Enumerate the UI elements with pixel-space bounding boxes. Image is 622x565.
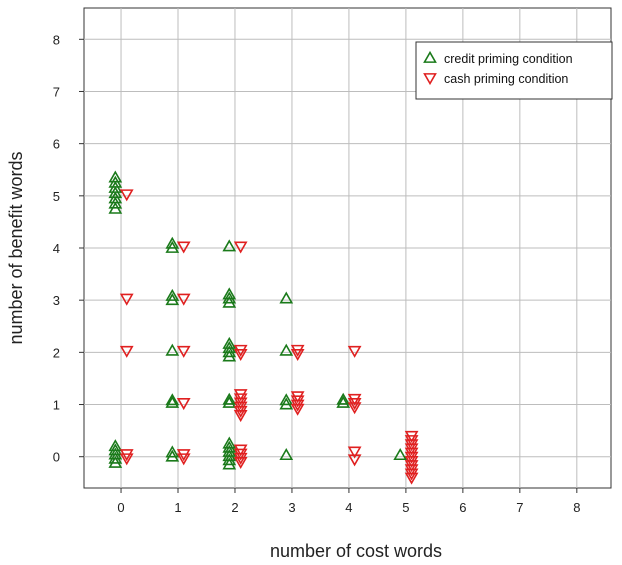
cash-point-19 xyxy=(233,393,248,406)
cash-point-45 xyxy=(404,435,419,448)
cash-point-21 xyxy=(233,348,248,362)
credit-point-14 xyxy=(165,395,180,408)
cash-point-1 xyxy=(119,449,134,462)
data-markers xyxy=(108,170,419,485)
x-tick-label-3: 3 xyxy=(288,500,295,515)
cash-point-6 xyxy=(176,449,191,462)
y-tick-label-1: 1 xyxy=(53,398,60,413)
cash-point-4 xyxy=(119,189,134,202)
cash-point-35 xyxy=(347,345,362,358)
y-tick-label-4: 4 xyxy=(53,241,60,256)
credit-point-40 xyxy=(279,343,294,356)
cash-point-9 xyxy=(176,293,191,306)
credit-point-39 xyxy=(279,393,294,406)
cash-point-2 xyxy=(119,345,134,358)
y-tick-label-2: 2 xyxy=(53,345,60,360)
x-tick-label-0: 0 xyxy=(117,500,124,515)
x-tick-label-2: 2 xyxy=(231,500,238,515)
cash-point-28 xyxy=(290,348,305,362)
y-tick-label-6: 6 xyxy=(53,137,60,152)
cash-point-26 xyxy=(290,395,305,408)
x-tick-label-5: 5 xyxy=(402,500,409,515)
credit-point-27 xyxy=(222,395,237,408)
cash-point-20 xyxy=(233,389,248,402)
legend-box xyxy=(415,41,613,100)
y-axis-label: number of benefit words xyxy=(6,151,26,344)
legend: credit priming condition cash priming co… xyxy=(415,41,613,100)
credit-point-32 xyxy=(222,336,237,349)
legend-label-credit: credit priming condition xyxy=(444,52,573,66)
x-axis-ticks: 0 1 2 3 4 5 6 7 8 xyxy=(117,488,580,515)
cash-point-0 xyxy=(119,453,134,466)
cash-point-27 xyxy=(290,391,305,404)
legend-label-cash: cash priming condition xyxy=(444,72,568,86)
x-tick-label-6: 6 xyxy=(459,500,466,515)
y-tick-label-8: 8 xyxy=(53,32,60,47)
cash-point-34 xyxy=(347,393,362,406)
credit-point-37 xyxy=(279,448,294,461)
cash-point-31 xyxy=(347,446,362,459)
cash-point-10 xyxy=(176,241,191,254)
cash-point-8 xyxy=(176,345,191,358)
x-tick-label-1: 1 xyxy=(174,500,181,515)
credit-point-15 xyxy=(165,393,180,406)
cash-point-14 xyxy=(233,444,248,457)
cash-point-23 xyxy=(233,241,248,254)
x-axis-label: number of cost words xyxy=(270,541,442,561)
y-tick-label-7: 7 xyxy=(53,84,60,99)
credit-point-4 xyxy=(108,439,123,452)
y-axis-ticks: 0 1 2 3 4 5 6 7 8 xyxy=(53,32,84,465)
credit-point-18 xyxy=(165,288,180,301)
credit-point-35 xyxy=(222,287,237,300)
credit-point-16 xyxy=(165,343,180,356)
credit-point-20 xyxy=(165,236,180,249)
credit-point-44 xyxy=(393,448,408,461)
x-tick-label-4: 4 xyxy=(345,500,352,515)
cash-point-30 xyxy=(347,454,362,467)
credit-point-43 xyxy=(336,392,351,405)
legend-marker-cash xyxy=(423,73,437,86)
x-tick-label-7: 7 xyxy=(516,500,523,515)
cash-point-3 xyxy=(119,293,134,306)
cash-point-7 xyxy=(176,398,191,411)
credit-point-11 xyxy=(108,170,123,183)
credit-point-26 xyxy=(222,436,237,449)
credit-point-42 xyxy=(336,395,351,408)
cash-point-5 xyxy=(176,453,191,466)
cash-point-33 xyxy=(347,398,362,411)
legend-marker-credit xyxy=(423,50,437,63)
y-tick-label-3: 3 xyxy=(53,293,60,308)
credit-point-41 xyxy=(279,291,294,304)
x-tick-label-8: 8 xyxy=(573,500,580,515)
credit-point-28 xyxy=(222,392,237,405)
credit-point-13 xyxy=(165,445,180,458)
y-tick-label-5: 5 xyxy=(53,189,60,204)
cash-point-13 xyxy=(233,448,248,461)
cash-point-29 xyxy=(290,344,305,357)
credit-point-36 xyxy=(222,239,237,252)
cash-point-46 xyxy=(404,430,419,443)
y-tick-label-0: 0 xyxy=(53,450,60,465)
cash-point-22 xyxy=(233,344,248,357)
